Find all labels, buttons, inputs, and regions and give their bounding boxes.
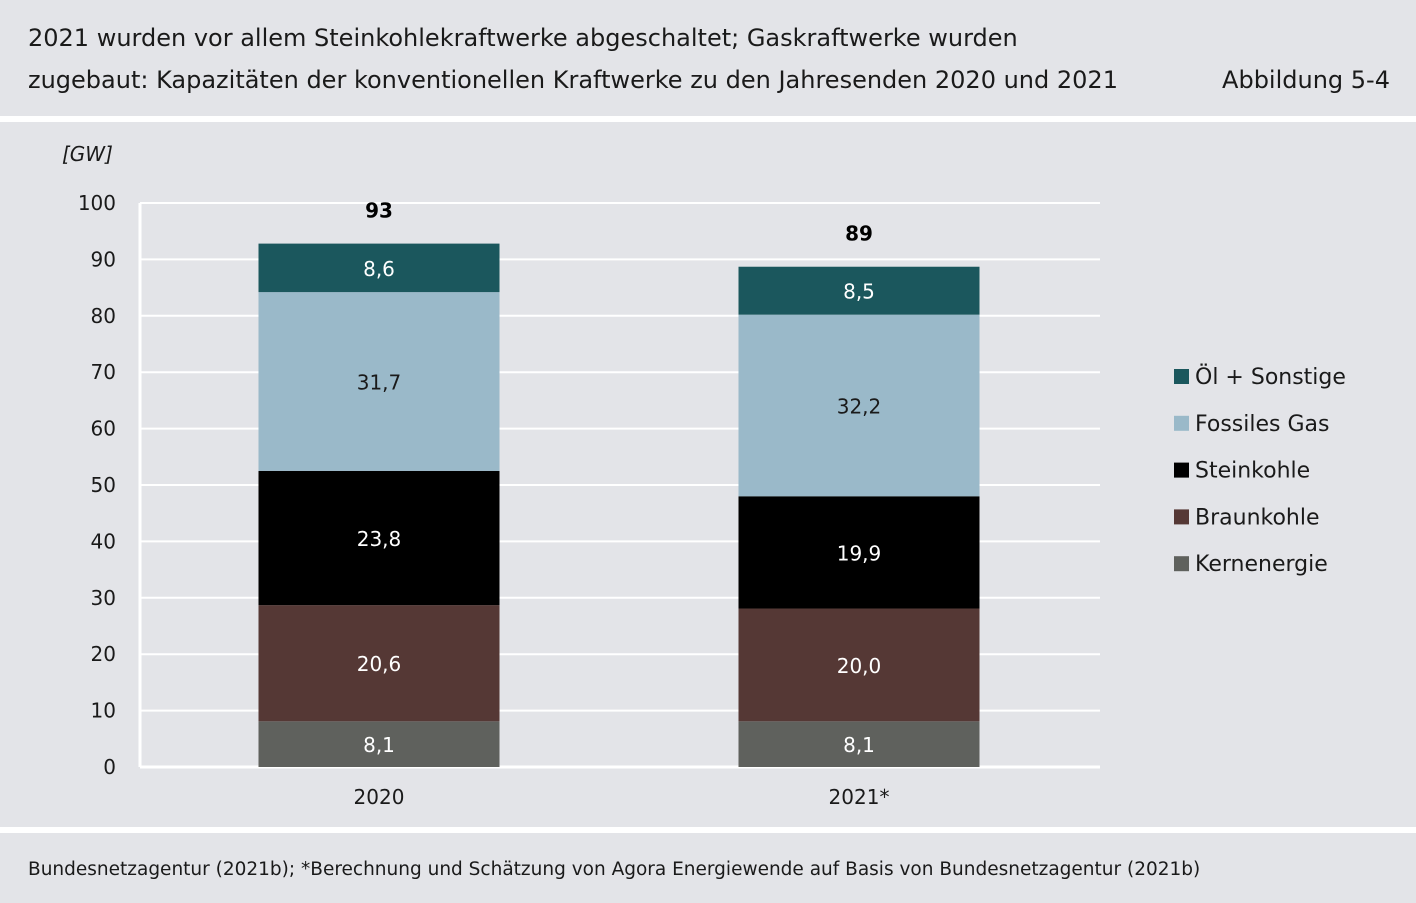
segment-value-label-0-0: 8,1 (363, 733, 395, 757)
legend-swatch-2 (1174, 462, 1189, 478)
bar-segment-1-4 (738, 266, 980, 315)
y-tick-label-100: 100 (78, 191, 116, 215)
bar-segment-1-3 (738, 314, 980, 497)
y-tick-label-90: 90 (91, 247, 116, 271)
bar-segment-0-1 (258, 605, 500, 722)
bar-segment-0-0 (258, 721, 500, 767)
y-tick-label-10: 10 (91, 699, 116, 723)
header-panel: 2021 wurden vor allem Steinkohlekraftwer… (0, 0, 1416, 116)
bar-segment-0-3 (258, 292, 500, 471)
x-category-label-0: 2020 (354, 785, 405, 809)
legend-label-0: Öl + Sonstige (1195, 364, 1346, 390)
y-tick-label-30: 30 (91, 586, 116, 610)
source-note: Bundesnetzagentur (2021b); *Berechnung u… (28, 859, 1201, 880)
bar-segment-1-2 (738, 496, 980, 609)
segment-value-label-1-2: 19,9 (837, 541, 882, 565)
y-axis-unit-label: [GW] (62, 142, 113, 166)
y-tick-label-20: 20 (91, 642, 116, 666)
y-tick-label-80: 80 (91, 304, 116, 328)
legend-swatch-4 (1174, 556, 1189, 572)
segment-value-label-0-1: 20,6 (357, 652, 402, 676)
segment-value-label-1-0: 8,1 (843, 733, 875, 757)
bar-segment-1-0 (738, 721, 980, 767)
bar-segment-0-4 (258, 243, 500, 293)
legend-swatch-3 (1174, 509, 1189, 525)
segment-value-label-0-4: 8,6 (363, 257, 395, 281)
chart-title-line-2: zugebaut: Kapazitäten der konventionelle… (28, 66, 1118, 94)
y-tick-label-60: 60 (91, 417, 116, 441)
chart-title-line-1: 2021 wurden vor allem Steinkohlekraftwer… (28, 24, 1018, 52)
segment-value-label-1-1: 20,0 (837, 654, 882, 678)
bar-segment-1-1 (738, 608, 980, 722)
legend-label-3: Braunkohle (1195, 505, 1320, 530)
x-category-label-1: 2021* (829, 785, 890, 809)
bar-segment-0-2 (258, 470, 500, 606)
y-tick-label-40: 40 (91, 529, 116, 553)
legend-label-1: Fossiles Gas (1195, 412, 1329, 437)
legend-label-4: Kernenergie (1195, 552, 1328, 577)
y-tick-label-50: 50 (91, 473, 116, 497)
segment-value-label-0-3: 31,7 (357, 371, 402, 395)
segment-value-label-1-4: 8,5 (843, 280, 875, 304)
legend-swatch-1 (1174, 415, 1189, 431)
bar-total-label-1: 89 (845, 222, 873, 246)
legend-swatch-0 (1174, 369, 1189, 384)
y-tick-label-0: 0 (103, 755, 116, 779)
legend-label-2: Steinkohle (1195, 459, 1310, 484)
figure-label: Abbildung 5-4 (1222, 66, 1390, 94)
y-tick-label-70: 70 (91, 360, 116, 384)
bar-total-label-0: 93 (365, 199, 393, 223)
footer-panel (0, 833, 1416, 903)
segment-value-label-1-3: 32,2 (837, 394, 882, 418)
segment-value-label-0-2: 23,8 (357, 527, 402, 551)
